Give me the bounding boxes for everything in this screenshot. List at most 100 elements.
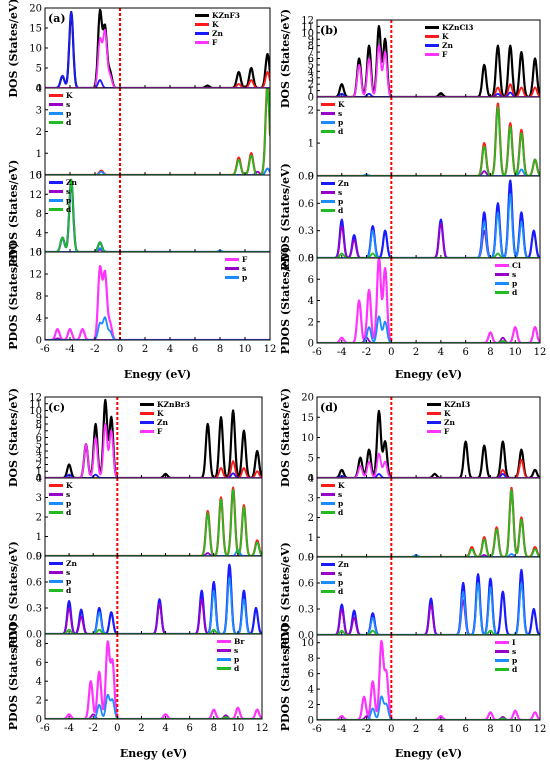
y-axis-label: PDOS (States/eV) — [7, 160, 20, 268]
y-tick-label: 3 — [36, 493, 42, 504]
x-tick-label: 10 — [239, 344, 252, 355]
x-tick-label: 12 — [256, 723, 269, 734]
y-tick-label: 0 — [308, 339, 314, 350]
series-d-line — [45, 716, 262, 719]
legend-entry: s — [66, 568, 70, 577]
y-tick-label: 9 — [36, 413, 42, 424]
series-s-line — [317, 599, 540, 635]
y-tick-label: 12 — [301, 16, 314, 27]
legend-entry: d — [234, 664, 240, 673]
subplot-frame — [44, 251, 271, 341]
x-tick-label: -2 — [88, 723, 98, 734]
series-d-line — [317, 717, 540, 720]
y-tick-label: 8 — [36, 209, 42, 220]
legend-entry: KZnF3 — [212, 11, 240, 20]
y-tick-label: 6 — [36, 658, 42, 669]
y-tick-label: 1 — [36, 149, 42, 160]
legend-entry: F — [442, 50, 448, 59]
series-s-line — [45, 598, 262, 634]
series-f-line — [45, 265, 270, 340]
series-d-line — [45, 488, 262, 556]
legend-entry: p — [512, 656, 517, 665]
y-tick-label: 11 — [301, 22, 314, 33]
subplot-curves — [45, 563, 262, 634]
x-axis-label: Enegy (eV) — [120, 747, 187, 760]
panel-label: (d) — [320, 401, 338, 414]
y-tick-label: 20 — [301, 393, 314, 404]
y-tick-label: 0 — [36, 248, 42, 259]
y-tick-label: 0 — [308, 474, 314, 485]
legend-entry: s — [66, 100, 70, 109]
legend-entry: K — [157, 409, 164, 418]
y-tick-label: 12 — [29, 190, 42, 201]
y-tick-label: 2 — [308, 106, 314, 117]
x-tick-label: 10 — [509, 724, 522, 735]
series-s-line — [317, 336, 540, 343]
x-tick-label: -2 — [90, 344, 100, 355]
x-tick-label: 10 — [509, 347, 522, 358]
series-cl-line — [317, 258, 540, 343]
x-tick-label: 2 — [413, 724, 419, 735]
y-tick-label: 10 — [301, 433, 314, 444]
y-tick-label: 0.3 — [298, 226, 314, 237]
legend-entry: s — [338, 109, 342, 118]
legend-entry: KZnBr3 — [157, 400, 190, 409]
legend-entry: KZnI3 — [444, 400, 470, 409]
legend-entry: KZnCl3 — [442, 23, 473, 32]
legend-entry: F — [242, 255, 248, 264]
x-tick-label: 8 — [487, 724, 493, 735]
y-tick-label: 0.0 — [298, 254, 314, 265]
legend-entry: d — [512, 288, 518, 297]
legend-entry: s — [512, 270, 516, 279]
x-tick-label: -6 — [40, 344, 50, 355]
legend-entry: s — [338, 188, 342, 197]
series-k-line — [317, 458, 540, 478]
y-tick-label: 5 — [308, 60, 314, 71]
subplot-frame — [316, 634, 541, 721]
y-axis-label: DOS (States/eV) — [279, 9, 292, 108]
series-p-line — [45, 576, 262, 634]
legend-entry: F — [444, 427, 450, 436]
x-axis-label: Enegy (eV) — [395, 747, 462, 760]
x-tick-label: 10 — [232, 723, 245, 734]
y-tick-label: 2 — [36, 460, 42, 471]
y-tick-label: 12 — [29, 270, 42, 281]
y-tick-label: 0.6 — [298, 199, 314, 210]
subplot-curves — [45, 88, 270, 175]
legend-entry: Zn — [338, 179, 349, 188]
legend-entry: p — [338, 197, 343, 206]
legend-entry: Br — [234, 637, 245, 646]
legend-entry: p — [234, 655, 239, 664]
y-tick-label: 0.9 — [298, 553, 314, 564]
y-tick-label: 2 — [36, 513, 42, 524]
x-tick-label: 12 — [534, 724, 547, 735]
x-axis-label: Enegy (eV) — [124, 368, 191, 381]
x-tick-label: -6 — [312, 347, 322, 358]
legend-entry: Zn — [66, 178, 77, 187]
subplot-frame — [316, 257, 541, 344]
series-s-line — [45, 713, 262, 719]
y-tick-label: 8 — [308, 254, 314, 265]
subplot-curves — [45, 8, 270, 88]
legend-entry: p — [338, 499, 343, 508]
y-tick-label: 8 — [36, 292, 42, 303]
legend-entry: d — [338, 508, 344, 517]
y-tick-label: 5 — [36, 440, 42, 451]
x-tick-label: -2 — [362, 724, 372, 735]
subplot-curves — [45, 398, 262, 478]
x-tick-label: 0 — [388, 724, 394, 735]
legend-entry: K — [338, 100, 345, 109]
subplot-curves — [317, 639, 540, 720]
y-axis-label: PDOS (States/eV) — [7, 623, 20, 731]
series-d-line — [317, 106, 540, 176]
legend-entry: d — [66, 586, 72, 595]
y-tick-label: 0 — [308, 172, 314, 183]
y-tick-label: 8 — [36, 639, 42, 650]
series-zn-line — [317, 472, 540, 478]
y-tick-label: 12 — [29, 393, 42, 404]
legend-entry: d — [338, 206, 344, 215]
series-d-line — [317, 488, 540, 557]
series-zn-line — [45, 563, 262, 634]
x-tick-label: -6 — [40, 723, 50, 734]
x-tick-label: 2 — [413, 347, 419, 358]
